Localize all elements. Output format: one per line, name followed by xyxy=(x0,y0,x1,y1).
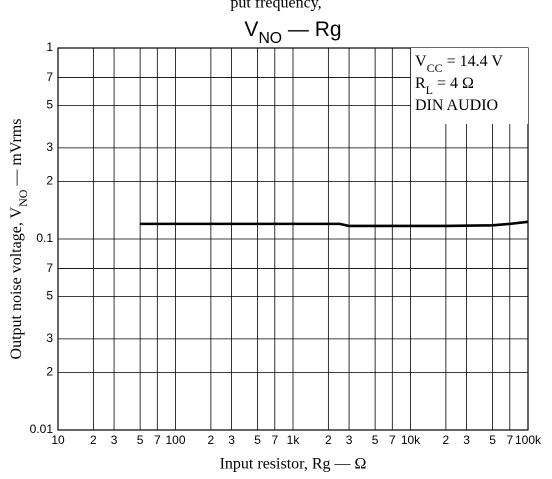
y-tick-label: 2 xyxy=(46,365,53,379)
annotation-part: L xyxy=(426,83,433,97)
x-tick-label: 2 xyxy=(90,433,97,447)
x-tick-label: 3 xyxy=(228,433,235,447)
y-axis-label-part: Output noise voltage, V xyxy=(8,206,25,359)
x-tick-label: 10k xyxy=(401,433,421,447)
y-tick-label: 3 xyxy=(46,140,53,154)
y-tick-label: 5 xyxy=(46,98,53,112)
chart-title: VNO — Rg xyxy=(244,18,341,47)
x-tick-label: 5 xyxy=(372,433,379,447)
annotation: RL = 4 Ω xyxy=(415,75,474,97)
x-tick-label: 7 xyxy=(389,433,396,447)
plot-frame xyxy=(57,47,529,431)
x-tick-label: 10 xyxy=(51,433,65,447)
x-tick-label: 7 xyxy=(506,433,513,447)
y-tick-label: 3 xyxy=(46,331,53,345)
data-line xyxy=(140,220,529,228)
y-axis-label-part: — mVrms xyxy=(8,119,25,190)
x-tick-label: 1k xyxy=(287,433,301,447)
y-axis-label: Output noise voltage, VNO — mVrms xyxy=(8,119,30,360)
x-tick-label: 7 xyxy=(154,433,161,447)
x-axis-label: Input resistor, Rg — Ω xyxy=(220,456,367,473)
chart-title-part: NO xyxy=(258,30,282,47)
y-tick-label: 0.01 xyxy=(30,422,54,436)
x-tick-label: 5 xyxy=(489,433,496,447)
y-axis-label-part: NO xyxy=(16,189,30,207)
annotation-part: R xyxy=(415,75,426,92)
chart-title-part: — Rg xyxy=(282,18,342,41)
x-tick-label: 3 xyxy=(346,433,353,447)
y-tick-label: 0.1 xyxy=(36,231,53,245)
x-tick-label: 100k xyxy=(515,433,542,447)
x-tick-label: 5 xyxy=(254,433,261,447)
x-tick-label: 3 xyxy=(111,433,118,447)
annotation-part: CC xyxy=(427,61,443,75)
annotation-box xyxy=(411,48,528,124)
y-tick-label: 5 xyxy=(46,289,53,303)
x-tick-label: 7 xyxy=(271,433,278,447)
y-tick-label: 1 xyxy=(46,40,53,54)
header-text: put frequency, xyxy=(230,0,321,12)
x-tick-label: 2 xyxy=(325,433,332,447)
annotation: VCC = 14.4 V xyxy=(415,53,503,75)
annotation-part: = 14.4 V xyxy=(443,53,504,70)
annotation-part: DIN AUDIO xyxy=(415,97,498,114)
annotation: DIN AUDIO xyxy=(415,97,498,114)
x-tick-label: 100 xyxy=(165,433,185,447)
chart-title-part: V xyxy=(244,18,258,41)
x-tick-label: 3 xyxy=(463,433,470,447)
y-tick-label: 7 xyxy=(46,70,53,84)
annotation-part: = 4 Ω xyxy=(433,75,474,92)
x-tick-label: 2 xyxy=(208,433,215,447)
y-tick-label: 7 xyxy=(46,261,53,275)
x-tick-label: 2 xyxy=(443,433,450,447)
x-tick-label: 5 xyxy=(137,433,144,447)
annotation-part: V xyxy=(415,53,427,70)
y-tick-label: 2 xyxy=(46,174,53,188)
